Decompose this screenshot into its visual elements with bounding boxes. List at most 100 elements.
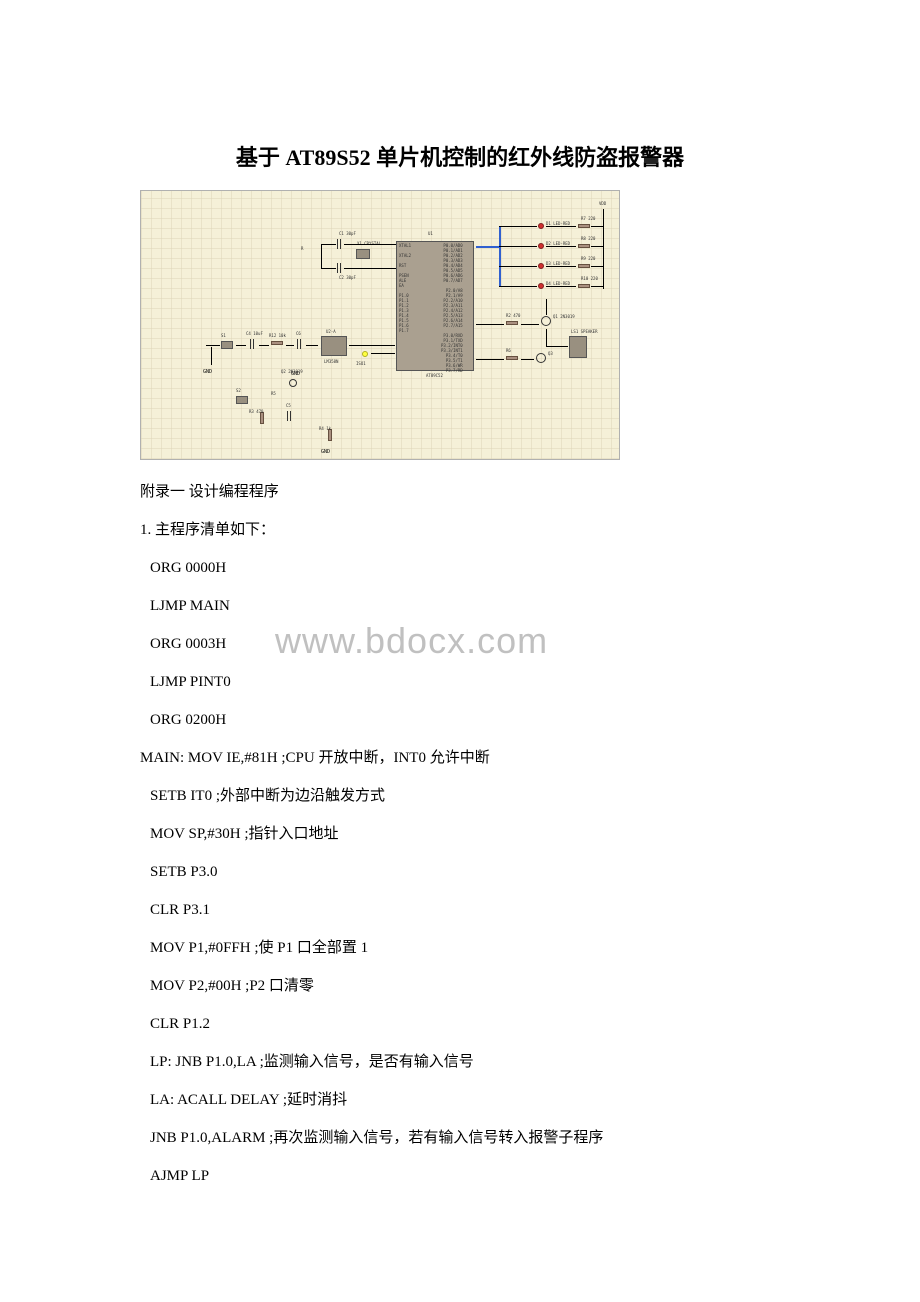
code-line: ORG 0003H [150, 632, 780, 656]
cap-c4 [249, 339, 255, 349]
c2-label: C2 30pF [339, 275, 356, 280]
r10 [578, 284, 590, 288]
r6 [506, 356, 518, 360]
wire [236, 345, 246, 346]
led-d2 [538, 243, 544, 249]
led-d3 [538, 263, 544, 269]
schematic-figure: P0.0/AD0P0.1/AD1P0.2/AD2P0.3/AD3P0.4/AD4… [140, 190, 620, 460]
transistor-q2 [289, 379, 297, 387]
transistor-q1 [541, 316, 551, 326]
wire [321, 244, 322, 268]
code-line: MOV P1,#0FFH ;使 P1 口全部置 1 [150, 936, 780, 960]
r8-label: R8 220 [581, 236, 595, 241]
wire [546, 226, 576, 227]
switch-s2 [236, 396, 248, 404]
r6-label: R6 [506, 348, 511, 353]
wire-vdd [603, 209, 604, 289]
code-line: LA: ACALL DELAY ;延时消抖 [150, 1088, 780, 1112]
wire [591, 246, 603, 247]
wire-bus [476, 246, 501, 248]
wire [286, 345, 294, 346]
main-program-heading: 1. 主程序清单如下： [140, 518, 780, 542]
wire [546, 299, 547, 315]
c5-label: C5 [286, 403, 291, 408]
r-label: R [301, 246, 303, 251]
code-line: CLR P1.2 [150, 1012, 780, 1036]
wire [476, 359, 504, 360]
s1-label: S1 [221, 333, 226, 338]
r3-label: R3 470 [249, 409, 263, 414]
wire-bus-v [499, 226, 501, 286]
cap-c1 [336, 239, 342, 249]
wire [349, 345, 395, 346]
switch-s1 [221, 341, 233, 349]
wire [211, 347, 212, 365]
led-indicator [362, 351, 368, 357]
wire [521, 359, 534, 360]
r2 [506, 321, 518, 325]
chip-pins-left: XTAL1 XTAL2 RST PSENALEEA P1.0P1.1P1.2P1… [399, 243, 411, 333]
appendix-heading: 附录一 设计编程程序 [140, 480, 780, 504]
r10-label: R10 220 [581, 276, 598, 281]
r9-label: R9 220 [581, 256, 595, 261]
r9 [578, 264, 590, 268]
code-line: SETB P3.0 [150, 860, 780, 884]
main-program-text: 1. 主程序清单如下： [140, 522, 275, 538]
wire [321, 244, 336, 245]
cap-c5 [286, 411, 292, 421]
wire [546, 286, 576, 287]
vdd-label: VDD [599, 201, 606, 206]
code-line: JNB P1.0,ALARM ;再次监测输入信号，若有输入信号转入报警子程序 [150, 1126, 780, 1150]
code-line: SETB IT0 ;外部中断为边沿触发方式 [150, 784, 780, 808]
page-title: 基于 AT89S52 单片机控制的红外线防盗报警器 [140, 140, 780, 172]
chip-main-label: AT89C52 [426, 373, 443, 378]
wire [591, 266, 603, 267]
q1-label: Q1 2N3019 [553, 314, 575, 319]
wire [321, 268, 336, 269]
iso-label: LM358N [324, 359, 338, 364]
wire [591, 226, 603, 227]
r4-label: R4 1k [319, 426, 331, 431]
code-line: LJMP PINT0 [150, 670, 780, 694]
led-d1 [538, 223, 544, 229]
wire [591, 286, 603, 287]
wire [521, 324, 539, 325]
code-line: MOV SP,#30H ;指针入口地址 [150, 822, 780, 846]
c4-label: C4 10uF [246, 331, 263, 336]
code-line: LJMP MAIN [150, 594, 780, 618]
cap-c6 [296, 339, 302, 349]
led-d4 [538, 283, 544, 289]
code-line: LP: JNB P1.0,LA ;监测输入信号，是否有输入信号 [150, 1050, 780, 1074]
wire [344, 244, 396, 245]
speaker-ls1 [569, 336, 587, 358]
iso1-label: ISO1 [356, 361, 366, 366]
wire [546, 246, 576, 247]
cap-c2 [336, 263, 342, 273]
wire [546, 329, 547, 347]
wire [499, 266, 537, 267]
wire [546, 346, 568, 347]
code-line: ORG 0000H [150, 556, 780, 580]
wire [499, 246, 537, 247]
r8 [578, 244, 590, 248]
crystal-x1 [356, 249, 370, 259]
wire [259, 345, 269, 346]
wire [306, 345, 318, 346]
q2-label: Q2 2N3019 [281, 369, 303, 374]
transistor-q3 [536, 353, 546, 363]
wire [206, 345, 220, 346]
wire [546, 266, 576, 267]
chip-u1-label: U1 [428, 231, 433, 236]
s2-label: S2 [236, 388, 241, 393]
r5-label: R5 [271, 391, 276, 396]
appendix-text: 附录一 设计编程程序 [140, 484, 279, 500]
wire [371, 353, 395, 354]
wire [476, 324, 504, 325]
c1-label: C1 30pF [339, 231, 356, 236]
code-line: CLR P3.1 [150, 898, 780, 922]
r7-label: R7 220 [581, 216, 595, 221]
r2-label: R2 470 [506, 313, 520, 318]
r12-label: R12 10k [269, 333, 286, 338]
ls1-label: LS1 SPEAKER [571, 329, 598, 334]
code-line: MAIN: MOV IE,#81H ;CPU 开放中断，INT0 允许中断 [140, 746, 780, 770]
